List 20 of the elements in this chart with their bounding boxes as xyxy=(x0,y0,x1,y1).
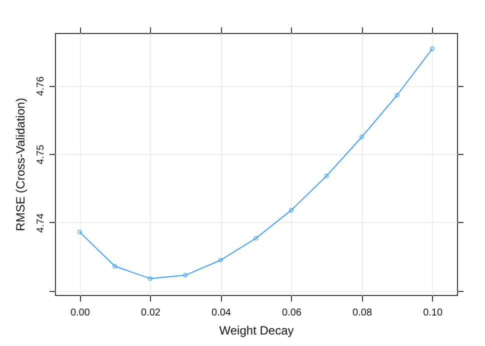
point xyxy=(218,258,224,262)
point xyxy=(324,174,329,178)
point xyxy=(112,264,118,269)
x-tick-label: 0.06 xyxy=(282,308,302,318)
x-tick-label: 0.02 xyxy=(140,308,161,318)
x-tick-label: 0.00 xyxy=(70,308,90,318)
point xyxy=(148,276,153,281)
point xyxy=(288,208,294,213)
x-axis-title: Weight Decay xyxy=(219,324,294,338)
y-tick-label: 4.74 xyxy=(36,212,46,233)
x-tick-label: 0.04 xyxy=(212,308,232,318)
y-tick-label: 4.76 xyxy=(36,76,46,96)
point xyxy=(183,272,188,278)
point xyxy=(254,236,258,241)
y-tick-label: 4.75 xyxy=(36,144,46,164)
point xyxy=(359,134,364,140)
x-tick-label: 0.10 xyxy=(423,308,443,318)
y-axis-title: RMSE (Cross-Validation) xyxy=(14,98,28,232)
point xyxy=(394,92,400,98)
x-tick-label: 0.08 xyxy=(352,308,372,318)
